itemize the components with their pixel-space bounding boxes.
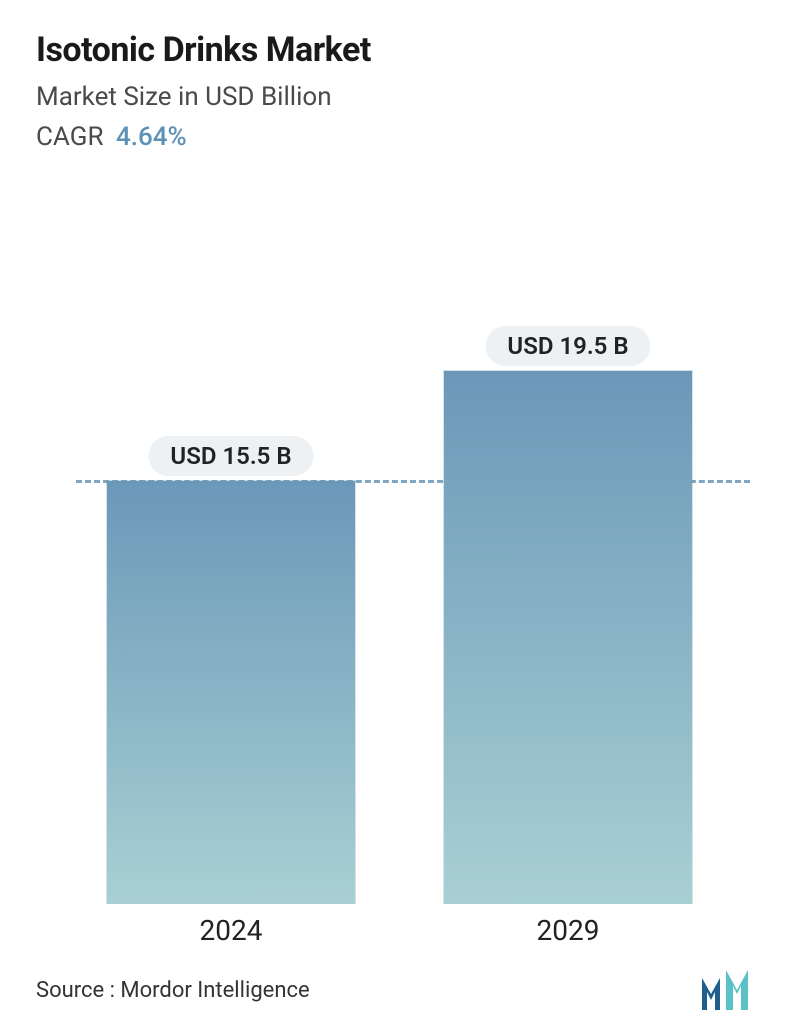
cagr-label: CAGR <box>36 122 103 152</box>
chart-title: Isotonic Drinks Market <box>36 30 760 70</box>
bar <box>106 480 355 904</box>
cagr-row: CAGR 4.64% <box>36 122 760 152</box>
chart-area: USD 15.5 B USD 19.5 B 2024 2029 <box>36 192 760 1014</box>
plot-region: USD 15.5 B USD 19.5 B <box>76 192 750 904</box>
bar-fill <box>444 371 691 904</box>
chart-subtitle: Market Size in USD Billion <box>36 82 760 112</box>
header: Isotonic Drinks Market Market Size in US… <box>36 30 760 152</box>
brand-logo-icon <box>702 970 760 1010</box>
source-text: Source : Mordor Intelligence <box>36 978 310 1003</box>
bar-fill <box>107 481 354 904</box>
bar <box>443 370 692 904</box>
x-axis-labels: 2024 2029 <box>76 914 750 954</box>
chart-container: Isotonic Drinks Market Market Size in US… <box>0 0 796 1034</box>
bar-value-label: USD 15.5 B <box>148 436 313 476</box>
cagr-value: 4.64% <box>116 122 187 152</box>
x-axis-label: 2029 <box>537 914 600 947</box>
bar-value-label: USD 19.5 B <box>485 326 650 366</box>
x-axis-label: 2024 <box>200 914 263 947</box>
footer: Source : Mordor Intelligence <box>36 970 760 1010</box>
